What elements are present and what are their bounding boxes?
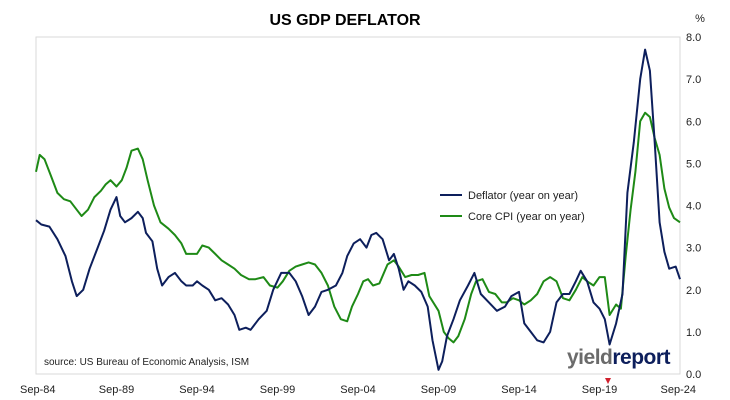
x-tick-label: Sep-19 [582,384,617,396]
y-axis-unit-label: % [695,13,705,25]
y-axis-ticks: 0.0 1.0 2.0 3.0 4.0 5.0 6.0 7.0 8.0 [686,32,701,381]
x-tick-label: Sep-24 [661,384,696,396]
legend: Deflator (year on year) Core CPI (year o… [440,190,585,223]
x-tick-label: Sep-89 [99,384,134,396]
y-tick-label: 8.0 [686,32,701,44]
x-tick-label: Sep-04 [340,384,375,396]
y-tick-label: 2.0 [686,285,701,297]
series-layer [35,48,681,371]
y-tick-label: 4.0 [686,201,701,213]
svg-text:yieldreport: yieldreport [567,346,671,369]
axis-marker-icon [605,378,611,384]
x-tick-label: Sep-09 [421,384,456,396]
series-line-core-cpi [35,111,681,344]
source-annotation: source: US Bureau of Economic Analysis, … [44,357,249,368]
plot-area-frame [35,36,681,375]
legend-label-core-cpi: Core CPI (year on year) [468,211,585,223]
x-tick-label: Sep-94 [179,384,214,396]
x-axis-ticks: Sep-84 Sep-89 Sep-94 Sep-99 Sep-04 Sep-09 Sep-… [20,384,696,396]
chart-title: US GDP DEFLATOR [269,12,421,29]
yieldreport-logo: yieldreport [567,346,671,369]
logo-suffix: report [612,346,670,369]
y-tick-label: 0.0 [686,369,701,381]
y-tick-label: 5.0 [686,158,701,170]
y-tick-label: 3.0 [686,243,701,255]
logo-prefix: yield [567,346,612,369]
x-tick-label: Sep-14 [501,384,536,396]
y-tick-label: 7.0 [686,74,701,86]
y-tick-label: 6.0 [686,116,701,128]
x-tick-label: Sep-99 [260,384,295,396]
legend-label-deflator: Deflator (year on year) [468,190,578,202]
x-tick-label: Sep-84 [20,384,55,396]
series-line-deflator [35,48,681,371]
y-tick-label: 1.0 [686,327,701,339]
